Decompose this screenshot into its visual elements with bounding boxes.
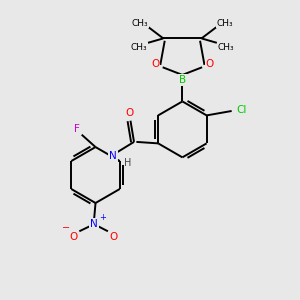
Text: CH₃: CH₃ (131, 43, 147, 52)
Text: B: B (179, 75, 186, 85)
Text: Cl: Cl (237, 105, 247, 116)
Text: +: + (99, 213, 106, 222)
Text: N: N (90, 219, 98, 229)
Text: −: − (62, 223, 70, 233)
Text: F: F (74, 124, 80, 134)
Text: CH₃: CH₃ (131, 19, 148, 28)
Text: CH₃: CH₃ (217, 19, 233, 28)
Text: O: O (151, 59, 159, 69)
Text: N: N (109, 151, 117, 161)
Text: CH₃: CH₃ (218, 43, 234, 52)
Text: O: O (206, 59, 214, 69)
Text: H: H (124, 158, 132, 167)
Text: O: O (69, 232, 78, 242)
Text: O: O (126, 108, 134, 118)
Text: O: O (110, 232, 118, 242)
